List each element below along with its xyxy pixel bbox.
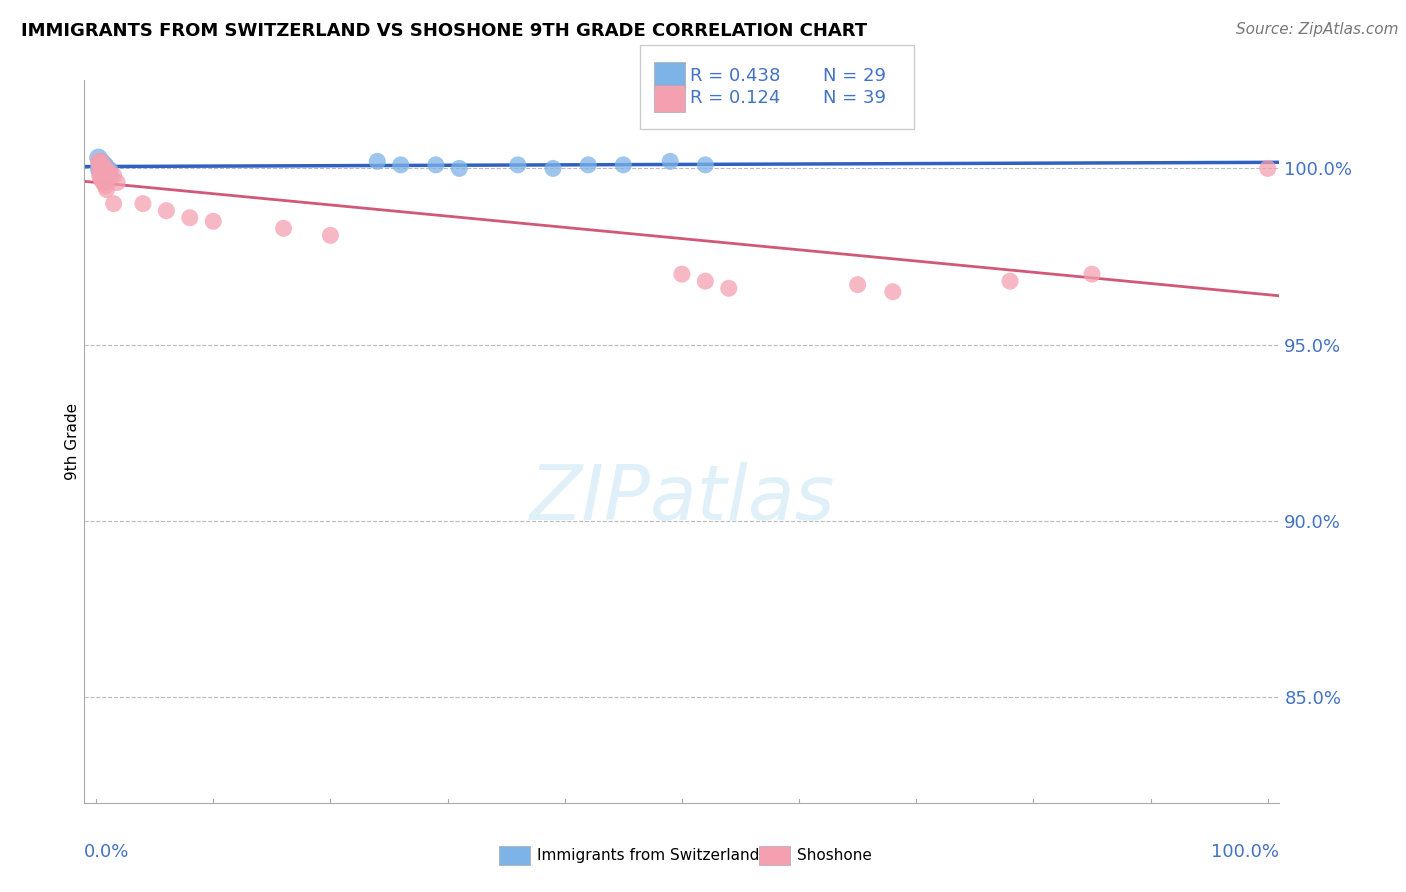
- Text: 0.0%: 0.0%: [84, 843, 129, 861]
- Point: [612, 158, 634, 172]
- Point: [90, 158, 112, 172]
- Point: [425, 158, 447, 172]
- Point: [96, 165, 118, 179]
- Point: [90, 172, 114, 186]
- Point: [94, 179, 117, 194]
- Point: [94, 163, 117, 178]
- Point: [90, 161, 114, 176]
- Text: R = 0.438: R = 0.438: [690, 67, 780, 85]
- Point: [90, 158, 114, 172]
- Point: [87, 151, 110, 165]
- Point: [91, 158, 114, 172]
- Point: [97, 161, 120, 176]
- Point: [89, 161, 111, 176]
- Point: [94, 161, 117, 176]
- Point: [93, 161, 115, 176]
- Point: [846, 277, 869, 292]
- Point: [93, 176, 115, 190]
- Point: [96, 182, 118, 196]
- Point: [97, 165, 120, 179]
- Point: [103, 169, 125, 183]
- Text: N = 39: N = 39: [823, 89, 886, 107]
- Point: [155, 203, 177, 218]
- Point: [98, 163, 121, 178]
- Text: N = 29: N = 29: [823, 67, 886, 85]
- Point: [93, 161, 115, 176]
- Point: [105, 176, 128, 190]
- Point: [1081, 267, 1104, 281]
- Point: [98, 169, 121, 183]
- Point: [717, 281, 740, 295]
- Point: [449, 161, 471, 176]
- Point: [90, 154, 114, 169]
- Point: [90, 167, 114, 181]
- Point: [695, 158, 717, 172]
- Text: Shoshone: Shoshone: [797, 848, 872, 863]
- Point: [541, 161, 564, 176]
- Text: Source: ZipAtlas.com: Source: ZipAtlas.com: [1236, 22, 1399, 37]
- Y-axis label: 9th Grade: 9th Grade: [65, 403, 80, 480]
- Point: [90, 154, 112, 169]
- Point: [91, 176, 114, 190]
- Point: [389, 158, 412, 172]
- Point: [90, 165, 114, 179]
- Point: [89, 158, 111, 172]
- Point: [90, 154, 112, 169]
- Point: [319, 228, 342, 243]
- Point: [93, 169, 115, 183]
- Text: Immigrants from Switzerland: Immigrants from Switzerland: [537, 848, 759, 863]
- Point: [671, 267, 693, 281]
- Point: [179, 211, 201, 225]
- Point: [89, 158, 111, 172]
- Point: [998, 274, 1021, 288]
- Point: [89, 169, 111, 183]
- Point: [576, 158, 599, 172]
- Point: [87, 154, 110, 169]
- Point: [695, 274, 717, 288]
- Point: [91, 165, 114, 179]
- Text: R = 0.124: R = 0.124: [690, 89, 780, 107]
- Point: [90, 172, 112, 186]
- Point: [366, 154, 388, 169]
- Point: [94, 158, 117, 172]
- Point: [132, 196, 155, 211]
- Point: [91, 158, 114, 172]
- Point: [882, 285, 904, 299]
- Point: [90, 161, 112, 176]
- Point: [89, 163, 111, 178]
- Point: [103, 196, 125, 211]
- Point: [506, 158, 529, 172]
- Point: [89, 154, 111, 169]
- Text: IMMIGRANTS FROM SWITZERLAND VS SHOSHONE 9TH GRADE CORRELATION CHART: IMMIGRANTS FROM SWITZERLAND VS SHOSHONE …: [21, 22, 868, 40]
- Point: [202, 214, 225, 228]
- Point: [90, 165, 112, 179]
- Point: [1257, 161, 1279, 176]
- Point: [96, 161, 118, 176]
- Point: [659, 154, 682, 169]
- Text: 100.0%: 100.0%: [1212, 843, 1279, 861]
- Text: ZIPatlas: ZIPatlas: [529, 462, 835, 536]
- Point: [98, 165, 120, 179]
- Point: [93, 158, 115, 172]
- Point: [273, 221, 295, 235]
